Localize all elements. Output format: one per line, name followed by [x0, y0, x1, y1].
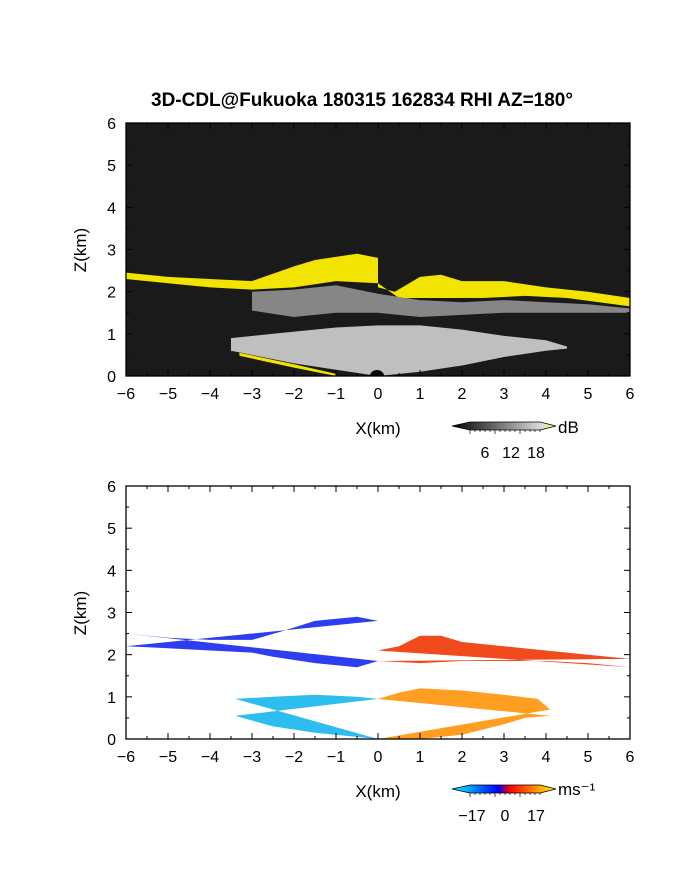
x-tick-label: −5	[159, 749, 177, 766]
x-tick-label: −1	[327, 386, 345, 403]
y-tick-label: 1	[107, 690, 116, 707]
colorbar-ticks	[469, 430, 541, 434]
x-tick-label: 1	[416, 386, 425, 403]
y-axis-label: Z(km)	[71, 228, 90, 272]
colorbar-tick-label: 17	[527, 808, 545, 825]
y-tick-label: 3	[107, 243, 116, 260]
colorbar-tick-label: 6	[481, 445, 490, 462]
echo-layer	[126, 616, 378, 668]
colorbar-bar	[451, 421, 557, 431]
x-tick-label: 3	[500, 749, 509, 766]
y-tick-label: 4	[107, 563, 116, 580]
y-tick-label: 2	[107, 285, 116, 302]
axis-ticks: −6 −5 −4 −3 −2 −1 0 1 2 3 4 5 6 0 1 2 3 4 5 6	[107, 116, 634, 403]
y-tick-label: 0	[107, 732, 116, 749]
colorbar-ticks	[469, 793, 541, 797]
x-tick-label: −3	[243, 749, 261, 766]
echo-layer	[126, 253, 630, 307]
plot-area-background	[126, 486, 630, 739]
colorbar-unit: ms⁻¹	[558, 780, 596, 799]
x-axis-label: X(km)	[355, 782, 400, 801]
colorbar-tick-label: 0	[501, 808, 510, 825]
y-tick-label: 2	[107, 648, 116, 665]
colorbar-tick-label: −17	[458, 808, 485, 825]
x-tick-label: −4	[201, 386, 219, 403]
x-tick-label: 2	[458, 749, 467, 766]
colorbar-tick-label: 12	[502, 445, 520, 462]
y-tick-label: 1	[107, 327, 116, 344]
x-tick-label: 4	[542, 386, 551, 403]
echo-layer	[378, 688, 551, 739]
echo-layer	[252, 285, 630, 317]
velocity-layers	[126, 616, 630, 739]
axis-ticks: −6 −5 −4 −3 −2 −1 0 1 2 3 4 5 6 0 1 2 3 4 5 6	[107, 479, 634, 766]
x-tick-label: 6	[626, 749, 635, 766]
x-axis-label: X(km)	[355, 419, 400, 438]
echo-layer	[239, 352, 336, 376]
colorbar-bar	[451, 784, 557, 794]
x-tick-label: −2	[285, 386, 303, 403]
y-tick-label: 5	[107, 158, 116, 175]
x-tick-label: 1	[416, 749, 425, 766]
y-tick-label: 0	[107, 369, 116, 386]
x-tick-label: 2	[458, 386, 467, 403]
ground-echo-mark	[370, 370, 384, 376]
y-axis-label: Z(km)	[71, 591, 90, 635]
x-tick-label: 0	[374, 386, 383, 403]
y-tick-label: 4	[107, 200, 116, 217]
x-tick-label: −6	[117, 386, 135, 403]
colorbar-tick-label: 18	[527, 445, 545, 462]
echo-layer	[378, 635, 630, 668]
velocity-panel: −6 −5 −4 −3 −2 −1 0 1 2 3 4 5 6 0 1 2 3 4 5 6 X(km) Z(km) m…	[71, 479, 635, 825]
x-tick-label: −4	[201, 749, 219, 766]
y-tick-label: 6	[107, 479, 116, 496]
echo-layer	[231, 325, 567, 376]
x-tick-label: −1	[327, 749, 345, 766]
echo-layer	[235, 694, 378, 739]
x-tick-label: 4	[542, 749, 551, 766]
x-tick-label: 3	[500, 386, 509, 403]
x-tick-label: −3	[243, 386, 261, 403]
x-tick-label: 6	[626, 386, 635, 403]
x-tick-label: 5	[584, 386, 593, 403]
x-tick-label: −2	[285, 749, 303, 766]
echo-layers	[126, 253, 630, 376]
colorbar: dB 6 12 18	[451, 418, 579, 462]
y-tick-label: 3	[107, 606, 116, 623]
colorbar-unit: dB	[558, 418, 579, 437]
x-tick-label: −5	[159, 386, 177, 403]
x-tick-label: 0	[374, 749, 383, 766]
y-tick-label: 5	[107, 521, 116, 538]
x-tick-label: −6	[117, 749, 135, 766]
colorbar: ms⁻¹ −17 0 17	[451, 780, 596, 825]
figure-title: 3D-CDL@Fukuoka 180315 162834 RHI AZ=180°	[151, 90, 573, 111]
x-tick-label: 5	[584, 749, 593, 766]
y-tick-label: 6	[107, 116, 116, 133]
